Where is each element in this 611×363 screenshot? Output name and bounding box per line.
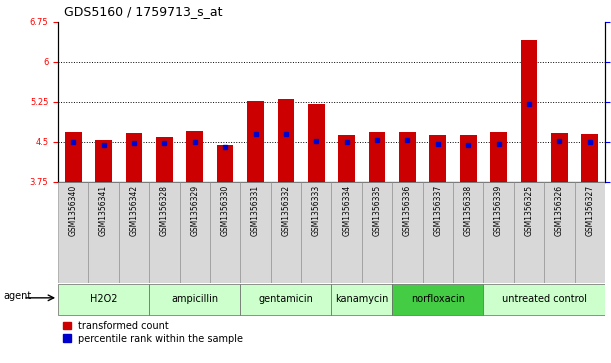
Bar xyxy=(521,40,537,182)
Text: H2O2: H2O2 xyxy=(90,294,117,305)
Bar xyxy=(58,284,149,315)
Text: GSM1356335: GSM1356335 xyxy=(373,184,381,236)
Bar xyxy=(331,182,362,283)
Bar xyxy=(89,182,119,283)
Bar xyxy=(544,182,574,283)
Text: agent: agent xyxy=(3,291,31,301)
Text: GSM1356341: GSM1356341 xyxy=(99,184,108,236)
Bar xyxy=(308,104,324,182)
Bar xyxy=(240,284,331,315)
Bar xyxy=(514,182,544,283)
Text: GSM1356326: GSM1356326 xyxy=(555,184,564,236)
Text: GSM1356325: GSM1356325 xyxy=(524,184,533,236)
Text: GSM1356338: GSM1356338 xyxy=(464,184,473,236)
Text: GSM1356329: GSM1356329 xyxy=(190,184,199,236)
Text: GSM1356337: GSM1356337 xyxy=(433,184,442,236)
Text: gentamicin: gentamicin xyxy=(258,294,313,305)
Bar xyxy=(217,145,233,182)
Text: GSM1356328: GSM1356328 xyxy=(160,184,169,236)
Bar xyxy=(392,182,423,283)
Bar xyxy=(180,182,210,283)
Text: ampicillin: ampicillin xyxy=(171,294,218,305)
Legend: transformed count, percentile rank within the sample: transformed count, percentile rank withi… xyxy=(63,321,243,344)
Bar xyxy=(95,140,112,182)
Bar xyxy=(247,101,264,182)
Bar xyxy=(368,132,386,182)
Bar xyxy=(399,132,415,182)
Bar xyxy=(574,182,605,283)
Bar xyxy=(581,134,598,182)
Bar xyxy=(271,182,301,283)
Text: kanamycin: kanamycin xyxy=(335,294,389,305)
Text: GSM1356342: GSM1356342 xyxy=(130,184,139,236)
Bar xyxy=(430,135,446,182)
Text: GSM1356331: GSM1356331 xyxy=(251,184,260,236)
Bar xyxy=(483,284,605,315)
Text: GSM1356327: GSM1356327 xyxy=(585,184,595,236)
Bar xyxy=(277,99,295,182)
Bar xyxy=(392,284,483,315)
Bar xyxy=(460,135,477,182)
Text: GSM1356333: GSM1356333 xyxy=(312,184,321,236)
Bar xyxy=(210,182,240,283)
Text: norfloxacin: norfloxacin xyxy=(411,294,465,305)
Text: GDS5160 / 1759713_s_at: GDS5160 / 1759713_s_at xyxy=(64,5,222,18)
Text: GSM1356340: GSM1356340 xyxy=(68,184,78,236)
Text: GSM1356334: GSM1356334 xyxy=(342,184,351,236)
Text: GSM1356332: GSM1356332 xyxy=(282,184,290,236)
Bar xyxy=(58,182,89,283)
Bar xyxy=(240,182,271,283)
Bar xyxy=(453,182,483,283)
Bar xyxy=(119,182,149,283)
Bar xyxy=(186,131,203,182)
Text: GSM1356330: GSM1356330 xyxy=(221,184,230,236)
Text: untreated control: untreated control xyxy=(502,294,587,305)
Bar xyxy=(490,132,507,182)
Bar xyxy=(331,284,392,315)
Bar xyxy=(149,182,180,283)
Bar xyxy=(65,132,82,182)
Bar xyxy=(551,132,568,182)
Bar xyxy=(338,135,355,182)
Bar xyxy=(149,284,240,315)
Bar xyxy=(301,182,331,283)
Text: GSM1356336: GSM1356336 xyxy=(403,184,412,236)
Bar xyxy=(126,133,142,182)
Bar xyxy=(483,182,514,283)
Text: GSM1356339: GSM1356339 xyxy=(494,184,503,236)
Bar xyxy=(362,182,392,283)
Bar xyxy=(156,137,173,182)
Bar xyxy=(423,182,453,283)
